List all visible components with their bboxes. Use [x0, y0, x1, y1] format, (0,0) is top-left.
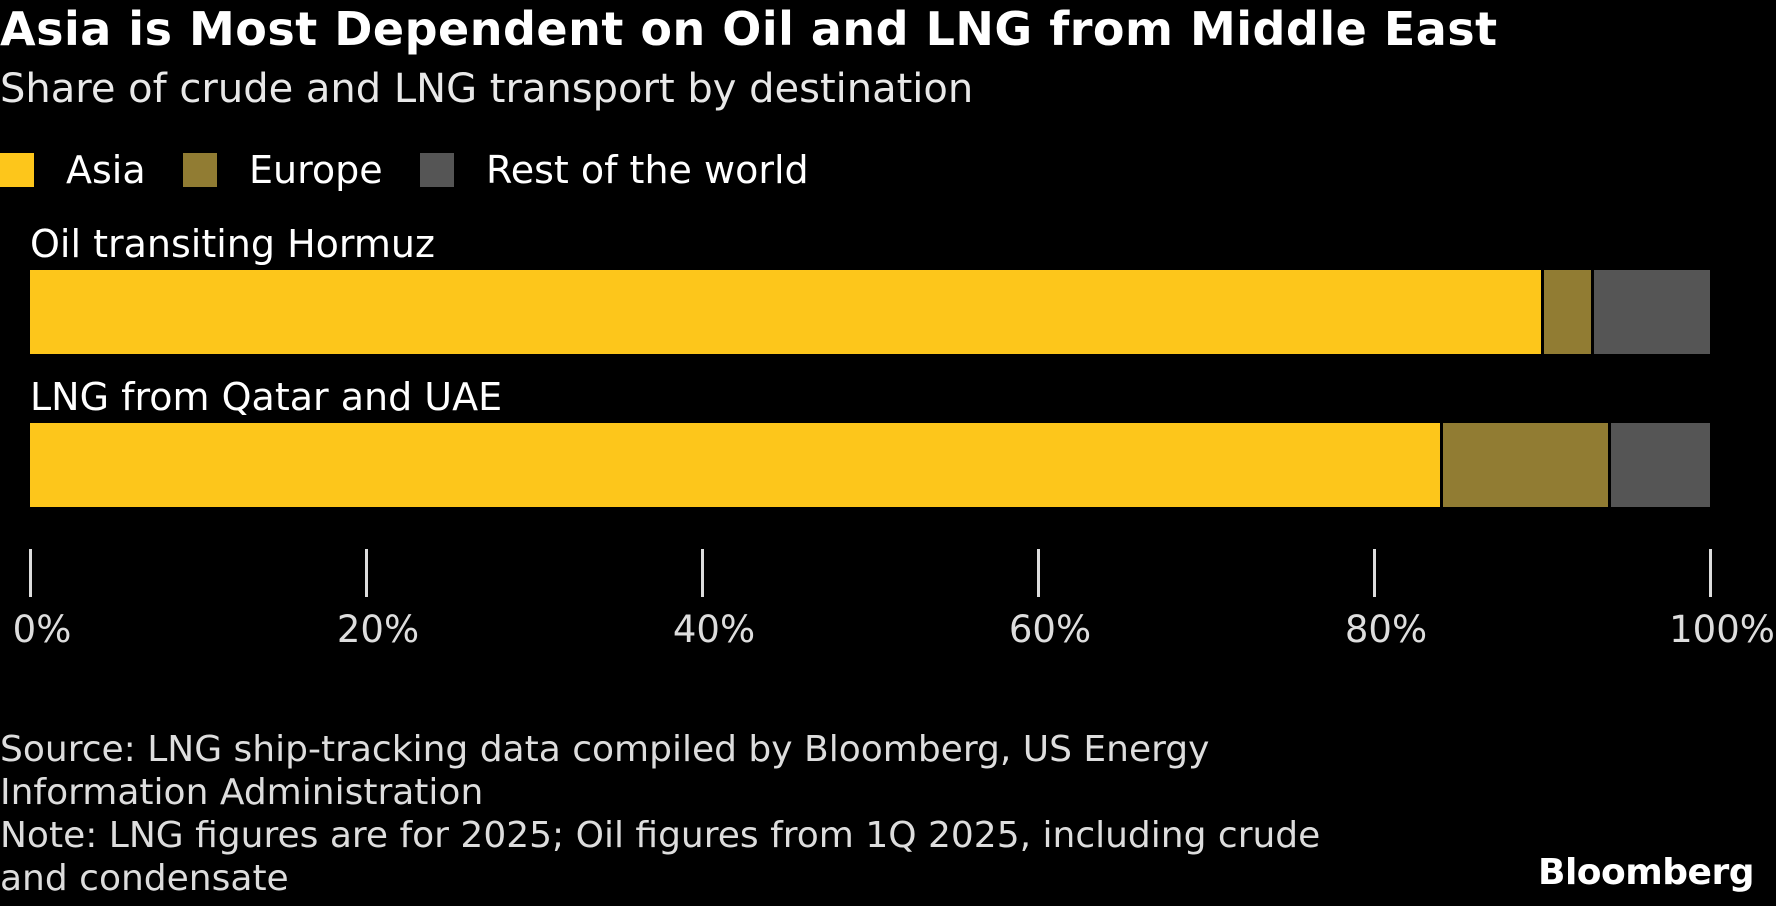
x-tick [1037, 549, 1040, 597]
x-tick-label: 100% [1669, 608, 1775, 651]
legend-swatch [420, 153, 454, 187]
legend-swatch [183, 153, 217, 187]
x-tick-label: 80% [1344, 608, 1428, 651]
bar-rest-of-the-world [1611, 423, 1710, 507]
legend-label: Rest of the world [486, 148, 809, 192]
chart-subtitle: Share of crude and LNG transport by dest… [0, 66, 974, 112]
chart-title: Asia is Most Dependent on Oil and LNG fr… [0, 2, 1498, 56]
legend-swatch [0, 153, 34, 187]
source-line: Source: LNG ship-tracking data compiled … [0, 729, 1210, 770]
bar-rest-of-the-world [1594, 270, 1710, 354]
x-tick [701, 549, 704, 597]
x-tick-label: 60% [1008, 608, 1092, 651]
legend-label: Asia [66, 148, 146, 192]
note-line: Note: LNG figures are for 2025; Oil figu… [0, 815, 1321, 856]
legend-label: Europe [249, 148, 383, 192]
bar-europe [1544, 270, 1592, 354]
category-label: Oil transiting Hormuz [30, 222, 435, 266]
bar-asia [30, 270, 1541, 354]
x-tick-label: 40% [672, 608, 756, 651]
x-tick [1709, 549, 1712, 597]
x-tick [365, 549, 368, 597]
x-tick-label: 20% [336, 608, 420, 651]
legend-item-europe: Europe [183, 148, 383, 192]
category-label: LNG from Qatar and UAE [30, 375, 503, 419]
bar-europe [1443, 423, 1609, 507]
legend-item-asia: Asia [0, 148, 146, 192]
bloomberg-logo: Bloomberg [1538, 852, 1754, 893]
source-line: Information Administration [0, 772, 484, 813]
bar-asia [30, 423, 1441, 507]
x-tick-label: 0% [12, 608, 72, 651]
legend-item-rest: Rest of the world [420, 148, 809, 192]
x-tick [1373, 549, 1376, 597]
x-tick [29, 549, 32, 597]
note-line: and condensate [0, 858, 289, 899]
